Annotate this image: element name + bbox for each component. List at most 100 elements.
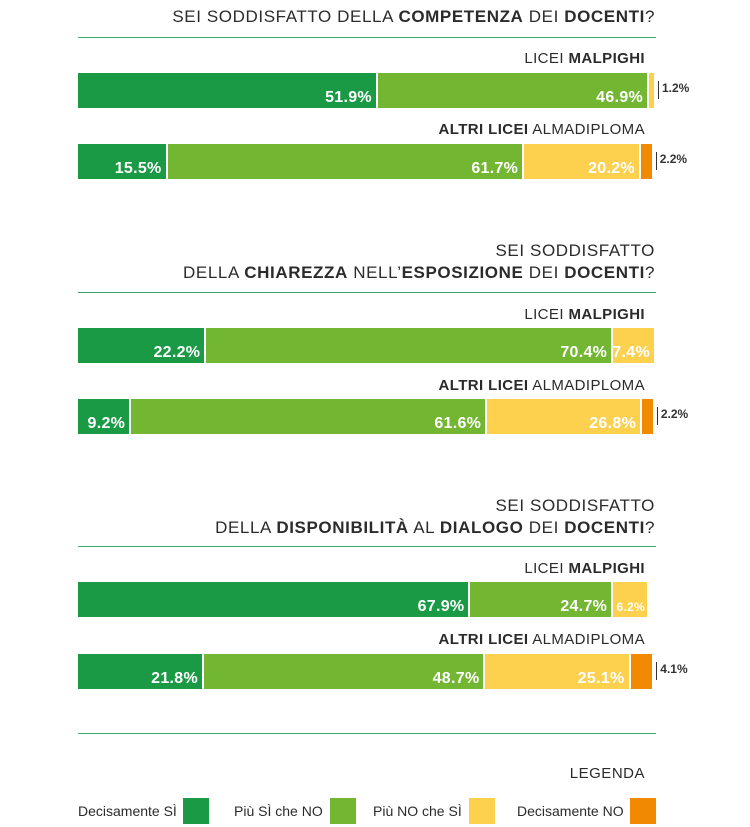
segment-value-label: 24.7% xyxy=(560,598,608,615)
chart-title-part: ? xyxy=(644,263,655,282)
group-label-part: LICEI xyxy=(524,306,569,323)
chart-title-part: DELLA xyxy=(183,263,245,282)
bar-segment-decisamente-si: 51.9% xyxy=(78,73,378,108)
group-label-part: ALMADIPLOMA xyxy=(528,377,645,394)
chart-title-line-2: SEI SODDISFATTO DELLA COMPETENZA DEI DOC… xyxy=(172,6,655,28)
chart-title-1: SEI SODDISFATTO DELLA COMPETENZA DEI DOC… xyxy=(172,6,655,28)
segment-value-label: 2.2% xyxy=(660,407,689,421)
bar-segment-piu-no: 25.1% xyxy=(485,654,631,689)
group-label-part: LICEI xyxy=(524,50,569,67)
chart-title-part: DELLA xyxy=(215,518,277,537)
chart-title-part: AL xyxy=(408,518,440,537)
legend-item-label: Più NO che SÌ xyxy=(373,803,462,819)
legend-swatch-decisamente-si xyxy=(183,798,209,824)
label-leader-line xyxy=(656,407,658,425)
chart-title-2: SEI SODDISFATTO DELLA CHIAREZZA NELL’ESPO… xyxy=(183,240,655,284)
chart-title-part: CHIAREZZA xyxy=(244,263,348,282)
segment-value-label: 46.9% xyxy=(596,89,644,106)
chart-title-part: DOCENTI xyxy=(564,7,645,26)
chart-title-part: DOCENTI xyxy=(564,518,645,537)
chart-title-part: DEI xyxy=(523,263,565,282)
segment-value-label: 6.2% xyxy=(616,600,646,614)
chart-title-line-1: SEI SODDISFATTO xyxy=(495,241,655,260)
chart-title-part: DISPONIBILITÀ xyxy=(276,518,409,537)
legend-item-label: Decisamente NO xyxy=(517,803,624,819)
bar-segment-decisamente-no xyxy=(642,399,655,434)
chart-title-part: COMPETENZA xyxy=(398,7,524,26)
group-label: LICEI MALPIGHI xyxy=(524,50,645,67)
label-leader-line xyxy=(658,81,659,99)
stacked-bar: 51.9% 46.9% xyxy=(78,73,656,108)
chart-title-part: ? xyxy=(644,7,655,26)
bar-segment-piu-no: 7.4% xyxy=(612,328,656,363)
bar-segment-piu-no: 26.8% xyxy=(487,399,643,434)
segment-value-label: 9.2% xyxy=(87,415,126,432)
stacked-bar: 21.8% 48.7% 25.1% xyxy=(78,654,656,689)
chart-title-part: DEI xyxy=(523,7,565,26)
segment-value-label: 4.1% xyxy=(660,662,688,676)
legend-swatch-piu-si xyxy=(330,798,356,824)
legend-divider xyxy=(78,733,656,734)
legend-swatch-decisamente-no xyxy=(630,798,656,824)
group-label-part: ALTRI LICEI xyxy=(438,121,529,138)
label-leader-line xyxy=(655,152,657,170)
segment-value-label: 26.8% xyxy=(589,415,637,432)
bar-segment-piu-si: 61.7% xyxy=(167,144,525,179)
bar-segment-piu-no xyxy=(649,73,656,108)
group-label: ALTRI LICEI ALMADIPLOMA xyxy=(439,121,645,138)
segment-value-label: 7.4% xyxy=(612,344,650,361)
label-leader-line xyxy=(656,662,658,680)
chart-title-part: SEI SODDISFATTO DELLA xyxy=(172,7,399,26)
chart-title-part: NELL’ xyxy=(347,263,402,282)
legend-swatch-piu-no xyxy=(469,798,495,824)
group-label-part: ALMADIPLOMA xyxy=(528,631,645,648)
chart-title-part: ? xyxy=(644,518,655,537)
bar-segment-decisamente-si: 67.9% xyxy=(78,582,471,617)
group-label: ALTRI LICEI ALMADIPLOMA xyxy=(439,377,645,394)
segment-value-label: 25.1% xyxy=(577,670,625,687)
bar-segment-piu-no: 6.2% xyxy=(613,582,650,617)
bar-segment-decisamente-si: 21.8% xyxy=(78,654,204,689)
chart-title-part: DOCENTI xyxy=(564,263,645,282)
chart-divider-3 xyxy=(78,546,656,547)
segment-value-label: 61.7% xyxy=(471,160,519,177)
bar-segment-decisamente-si: 15.5% xyxy=(78,144,168,179)
segment-value-label: 1.2% xyxy=(662,81,690,95)
chart-title-3: SEI SODDISFATTO DELLA DISPONIBILITÀ AL DI… xyxy=(215,495,655,539)
chart-title-part: DIALOGO xyxy=(439,518,524,537)
bar-segment-decisamente-si: 22.2% xyxy=(78,328,207,363)
legend-item-label: Decisamente SÌ xyxy=(78,803,177,819)
group-label-part: MALPIGHI xyxy=(568,306,645,323)
bar-segment-piu-si: 46.9% xyxy=(377,73,650,108)
bar-segment-decisamente-no xyxy=(640,144,654,179)
stacked-bar: 67.9% 24.7% 6.2% xyxy=(78,582,656,617)
chart-divider-2 xyxy=(78,292,656,293)
bar-segment-piu-si: 24.7% xyxy=(470,582,614,617)
segment-value-label: 61.6% xyxy=(434,415,482,432)
segment-value-label: 2.2% xyxy=(659,152,688,166)
group-label-part: ALTRI LICEI xyxy=(438,377,529,394)
group-label-part: ALMADIPLOMA xyxy=(528,121,645,138)
chart-divider-1 xyxy=(78,37,656,38)
stacked-bar: 22.2% 70.4% 7.4% xyxy=(78,328,656,363)
group-label: LICEI MALPIGHI xyxy=(524,306,645,323)
chart-title-line-1: SEI SODDISFATTO xyxy=(495,496,655,515)
bar-segment-decisamente-no xyxy=(630,654,655,689)
stacked-bar: 9.2% 61.6% 26.8% xyxy=(78,399,656,434)
segment-value-label: 21.8% xyxy=(151,670,198,687)
segment-value-label: 22.2% xyxy=(153,344,201,361)
group-label-part: ALTRI LICEI xyxy=(438,631,529,648)
group-label: ALTRI LICEI ALMADIPLOMA xyxy=(439,631,645,648)
chart-title-part: ESPOSIZIONE xyxy=(401,263,524,282)
segment-value-label: 48.7% xyxy=(432,670,480,687)
chart-title-line-2: DELLA DISPONIBILITÀ AL DIALOGO DEI DOCEN… xyxy=(215,517,655,539)
chart-title-part: DEI xyxy=(523,518,565,537)
segment-value-label: 70.4% xyxy=(560,344,608,361)
bar-segment-piu-no: 20.2% xyxy=(524,144,641,179)
legend-title: LEGENDA xyxy=(569,765,645,782)
legend-item-label: Più SÌ che NO xyxy=(234,803,323,819)
segment-value-label: 15.5% xyxy=(114,160,162,177)
group-label: LICEI MALPIGHI xyxy=(524,560,645,577)
group-label-part: LICEI xyxy=(524,560,569,577)
segment-value-label: 67.9% xyxy=(417,598,465,615)
